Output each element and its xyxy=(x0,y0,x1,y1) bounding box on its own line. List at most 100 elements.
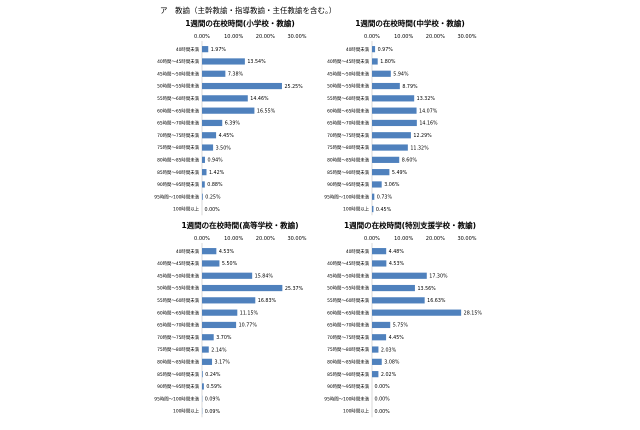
bar xyxy=(372,260,386,266)
bar xyxy=(372,194,374,200)
x-tick-label: 0.00% xyxy=(194,236,210,242)
bar xyxy=(372,206,373,212)
x-tick-label: 10.00% xyxy=(224,236,243,242)
x-tick-label: 20.00% xyxy=(256,34,275,40)
data-label: 0.09% xyxy=(205,396,221,402)
data-label: 12.29% xyxy=(413,133,432,139)
data-label: 13.54% xyxy=(247,59,266,65)
category-label: 40時間未満 xyxy=(176,46,200,53)
data-label: 10.77% xyxy=(239,323,258,329)
data-label: 3.06% xyxy=(384,182,400,188)
category-label: 90時間～95時間未満 xyxy=(327,383,370,390)
data-label: 0.25% xyxy=(205,194,221,200)
data-label: 0.09% xyxy=(205,409,221,415)
bar xyxy=(202,260,219,266)
bar xyxy=(372,83,400,89)
chart-title: 1週間の在校時間(小学校・教諭) xyxy=(185,18,295,28)
category-label: 65時間～70時間未満 xyxy=(327,120,370,127)
data-label: 0.94% xyxy=(207,158,223,164)
category-label: 50時間～55時間未満 xyxy=(327,83,370,90)
data-label: 0.97% xyxy=(378,47,394,53)
data-label: 5.75% xyxy=(393,323,409,329)
category-label: 85時間～90時間未満 xyxy=(157,371,200,378)
category-label: 80時間～85時間未満 xyxy=(157,156,200,163)
bar xyxy=(202,346,209,352)
bar xyxy=(372,169,389,175)
category-label: 40時間未満 xyxy=(346,46,370,53)
x-tick-label: 10.00% xyxy=(394,34,413,40)
data-label: 4.45% xyxy=(389,335,405,341)
bar xyxy=(202,95,248,101)
data-label: 0.88% xyxy=(207,182,223,188)
data-label: 0.00% xyxy=(375,396,391,402)
data-label: 7.38% xyxy=(228,71,244,77)
category-label: 55時間～60時間未満 xyxy=(157,95,200,102)
category-label: 75時間～80時間未満 xyxy=(157,346,200,353)
category-label: 65時間～70時間未満 xyxy=(327,322,370,329)
category-label: 70時間～75時間未満 xyxy=(157,334,200,341)
bar xyxy=(202,157,205,163)
category-label: 65時間～70時間未満 xyxy=(157,120,200,127)
chart-junior-high: 1週間の在校時間(中学校・教諭)0.00%10.00%20.00%30.00%4… xyxy=(300,18,540,228)
data-label: 8.60% xyxy=(402,158,418,164)
chart-special-support: 1週間の在校時間(特別支援学校・教諭) 0.00% 10.00% 20.00% 30.0… xyxy=(300,220,540,430)
category-label: 95時間～100時間未満 xyxy=(324,193,369,200)
category-label: 70時間～75時間未満 xyxy=(327,334,370,341)
data-label: 11.15% xyxy=(240,310,259,316)
bar xyxy=(202,248,216,254)
bar xyxy=(372,371,378,377)
x-tick-label: 20.00% xyxy=(426,236,445,242)
category-label: 60時間～65時間未満 xyxy=(157,107,200,114)
x-tick-label: 10.00% xyxy=(394,236,413,242)
chart-title: 1週間の在校時間(中学校・教諭) xyxy=(355,18,465,28)
bar xyxy=(202,194,203,200)
bar xyxy=(202,108,254,114)
data-label: 0.73% xyxy=(377,194,393,200)
bar xyxy=(202,181,205,187)
data-label: 3.70% xyxy=(216,335,232,341)
bar xyxy=(372,46,375,52)
bar xyxy=(372,248,386,254)
bar xyxy=(202,285,282,291)
data-label: 13.56% xyxy=(417,286,436,292)
data-label: 3.17% xyxy=(215,360,231,366)
category-label: 95時間～100時間未満 xyxy=(154,395,199,402)
data-label: 16.55% xyxy=(257,108,276,114)
bar xyxy=(202,273,252,279)
x-tick-label: 20.00% xyxy=(256,236,275,242)
data-label: 4.53% xyxy=(219,249,235,255)
category-label: 85時間～90時間未満 xyxy=(327,169,370,176)
x-tick-label: 30.00% xyxy=(457,236,476,242)
bar xyxy=(202,371,203,377)
x-tick-label: 0.00% xyxy=(364,236,380,242)
data-label: 0.00% xyxy=(205,207,221,213)
category-label: 40時間～45時間未満 xyxy=(157,58,200,65)
data-label: 13.32% xyxy=(417,96,436,102)
bar xyxy=(372,120,417,126)
category-label: 45時間～50時間未満 xyxy=(157,70,200,77)
data-label: 6.39% xyxy=(225,121,241,127)
data-label: 3.08% xyxy=(384,360,400,366)
bar xyxy=(202,46,208,52)
category-label: 55時間～60時間未満 xyxy=(327,297,370,304)
data-label: 3.50% xyxy=(216,145,232,151)
category-label: 95時間～100時間未満 xyxy=(324,395,369,402)
category-label: 60時間～65時間未満 xyxy=(327,107,370,114)
chart-title: 1週間の在校時間(特別支援学校・教諭) xyxy=(344,220,476,230)
data-label: 4.53% xyxy=(389,261,405,267)
data-label: 8.79% xyxy=(402,84,418,90)
bar xyxy=(202,359,212,365)
data-label: 2.02% xyxy=(381,372,397,378)
category-label: 100時間以上 xyxy=(343,408,370,415)
category-label: 70時間～75時間未満 xyxy=(157,132,200,139)
category-label: 55時間～60時間未満 xyxy=(327,95,370,102)
bar xyxy=(202,132,216,138)
category-label: 40時間～45時間未満 xyxy=(327,260,370,267)
data-label: 16.63% xyxy=(427,298,446,304)
data-label: 15.84% xyxy=(255,273,274,279)
category-label: 60時間～65時間未満 xyxy=(157,309,200,316)
data-label: 0.00% xyxy=(375,409,391,415)
category-label: 80時間～85時間未満 xyxy=(327,358,370,365)
data-label: 17.30% xyxy=(429,273,448,279)
bar xyxy=(372,322,390,328)
